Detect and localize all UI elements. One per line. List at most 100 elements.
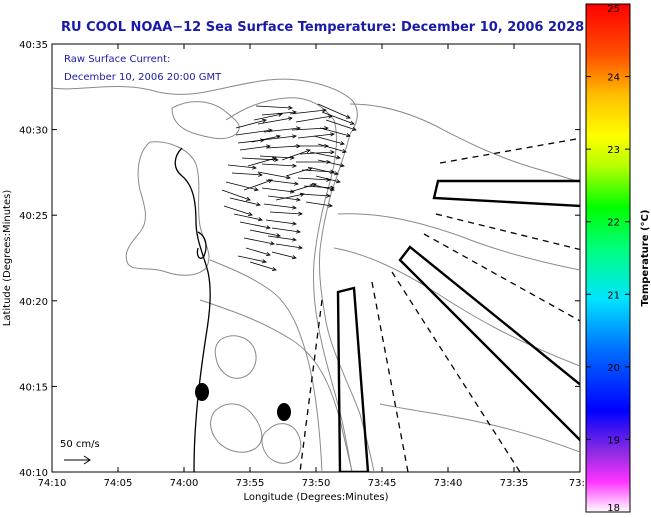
current-vector — [251, 134, 281, 143]
current-vector — [267, 235, 297, 242]
surface-current-vectors — [221, 103, 357, 271]
chart-title: RU COOL NOAA−12 Sea Surface Temperature:… — [61, 20, 621, 35]
colorbar-tick-label: 23 — [607, 145, 620, 156]
y-axis-label: Latitude (Degrees:Minutes) — [2, 190, 13, 327]
study-region-outlines — [336, 179, 580, 472]
dashed-transects — [299, 137, 580, 472]
contour-scribble-1 — [171, 101, 240, 140]
current-vector — [229, 197, 261, 207]
current-vector — [227, 164, 257, 170]
current-vector — [289, 108, 327, 115]
x-tick-label: 73:50 — [302, 478, 331, 489]
contour-shelf-6 — [379, 403, 580, 453]
current-vector — [297, 132, 335, 139]
colorbar — [585, 3, 631, 513]
x-tick-label: 74:00 — [170, 478, 199, 489]
colorbar-tick-label: 18 — [607, 503, 620, 514]
current-vector — [237, 255, 267, 264]
current-vector — [243, 179, 273, 191]
current-vector — [311, 167, 339, 176]
buoy-marker-west — [195, 383, 209, 401]
current-vector — [317, 103, 351, 119]
current-vector — [265, 219, 297, 226]
current-vector — [271, 227, 301, 234]
current-vector — [294, 143, 329, 149]
current-vector — [233, 213, 263, 222]
colorbar-label: Temperature (°C) — [640, 210, 651, 307]
colorbar-tick-label: 25 — [607, 4, 620, 15]
current-vector — [231, 172, 263, 177]
scale-label: 50 cm/s — [60, 439, 100, 450]
contour-scribble-2 — [210, 403, 263, 453]
x-axis-label: Longitude (Degrees:Minutes) — [243, 492, 388, 503]
current-vector — [261, 134, 297, 141]
current-vector — [223, 205, 253, 216]
current-vector — [289, 183, 317, 193]
current-vector — [315, 175, 341, 184]
region-box-east — [432, 179, 580, 208]
colorbar-tick-label: 19 — [607, 435, 620, 446]
contour-shelf-5 — [209, 259, 323, 472]
current-vector — [255, 105, 293, 110]
current-vector — [296, 159, 331, 165]
region-box-south — [336, 286, 370, 472]
map-layer — [52, 78, 580, 472]
x-tick-label: 73:55 — [236, 478, 265, 489]
transect-6 — [299, 299, 323, 472]
region-box-diagonal — [398, 245, 580, 442]
y-tick-label: 40:35 — [19, 40, 48, 51]
current-vector — [275, 243, 303, 250]
inset-current-time: December 10, 2006 20:00 GMT — [64, 72, 222, 83]
contour-shelf-3 — [337, 213, 580, 271]
y-tick-label: 40:10 — [19, 468, 48, 479]
coastline-main — [174, 147, 211, 472]
current-vector — [249, 261, 277, 271]
current-vector — [221, 189, 251, 201]
plot-area — [51, 43, 581, 473]
current-vector — [275, 192, 305, 201]
current-vector — [243, 237, 275, 246]
buoy-marker-east — [277, 403, 291, 421]
y-tick-label: 40:15 — [19, 382, 48, 393]
transect-3 — [423, 233, 580, 322]
current-vector — [285, 167, 313, 177]
contour-shelf — [349, 103, 580, 183]
current-vector — [305, 201, 333, 208]
current-vector — [225, 181, 259, 192]
coastline — [174, 147, 211, 472]
current-vector — [319, 127, 351, 138]
x-tick-label: 73:35 — [500, 478, 529, 489]
current-vector — [313, 135, 345, 146]
current-vector — [235, 118, 267, 129]
current-vector — [271, 251, 297, 260]
colorbar-tick-label: 20 — [607, 363, 620, 374]
y-axis-ticks: 40:35 40:30 40:25 40:20 40:15 40:10 — [19, 40, 580, 479]
current-vector — [249, 229, 281, 238]
transect-1 — [439, 137, 580, 164]
current-vector — [299, 193, 331, 198]
current-vector — [261, 187, 295, 194]
current-vector — [239, 144, 271, 151]
current-vector — [245, 247, 271, 257]
current-vector — [317, 159, 345, 168]
x-tick-label: 73:3 — [569, 478, 591, 489]
current-vector — [281, 149, 311, 161]
current-vector — [263, 203, 297, 210]
x-tick-label: 73:45 — [368, 478, 397, 489]
y-tick-label: 40:25 — [19, 211, 48, 222]
contour-scribble-3 — [261, 423, 302, 464]
transect-2 — [435, 213, 580, 251]
contour-scribble-4 — [214, 335, 257, 379]
y-tick-label: 40:20 — [19, 297, 48, 308]
current-vector — [257, 171, 291, 180]
current-vector — [239, 221, 271, 230]
x-tick-label: 73:40 — [434, 478, 463, 489]
current-vector — [247, 156, 277, 167]
current-vector — [309, 151, 341, 160]
coastline-bay — [196, 231, 207, 260]
current-vector — [317, 143, 347, 154]
x-tick-label: 74:05 — [104, 478, 133, 489]
colorbar-ticks: 25 24 23 22 21 20 19 18 — [586, 3, 630, 514]
current-vector — [253, 112, 283, 121]
